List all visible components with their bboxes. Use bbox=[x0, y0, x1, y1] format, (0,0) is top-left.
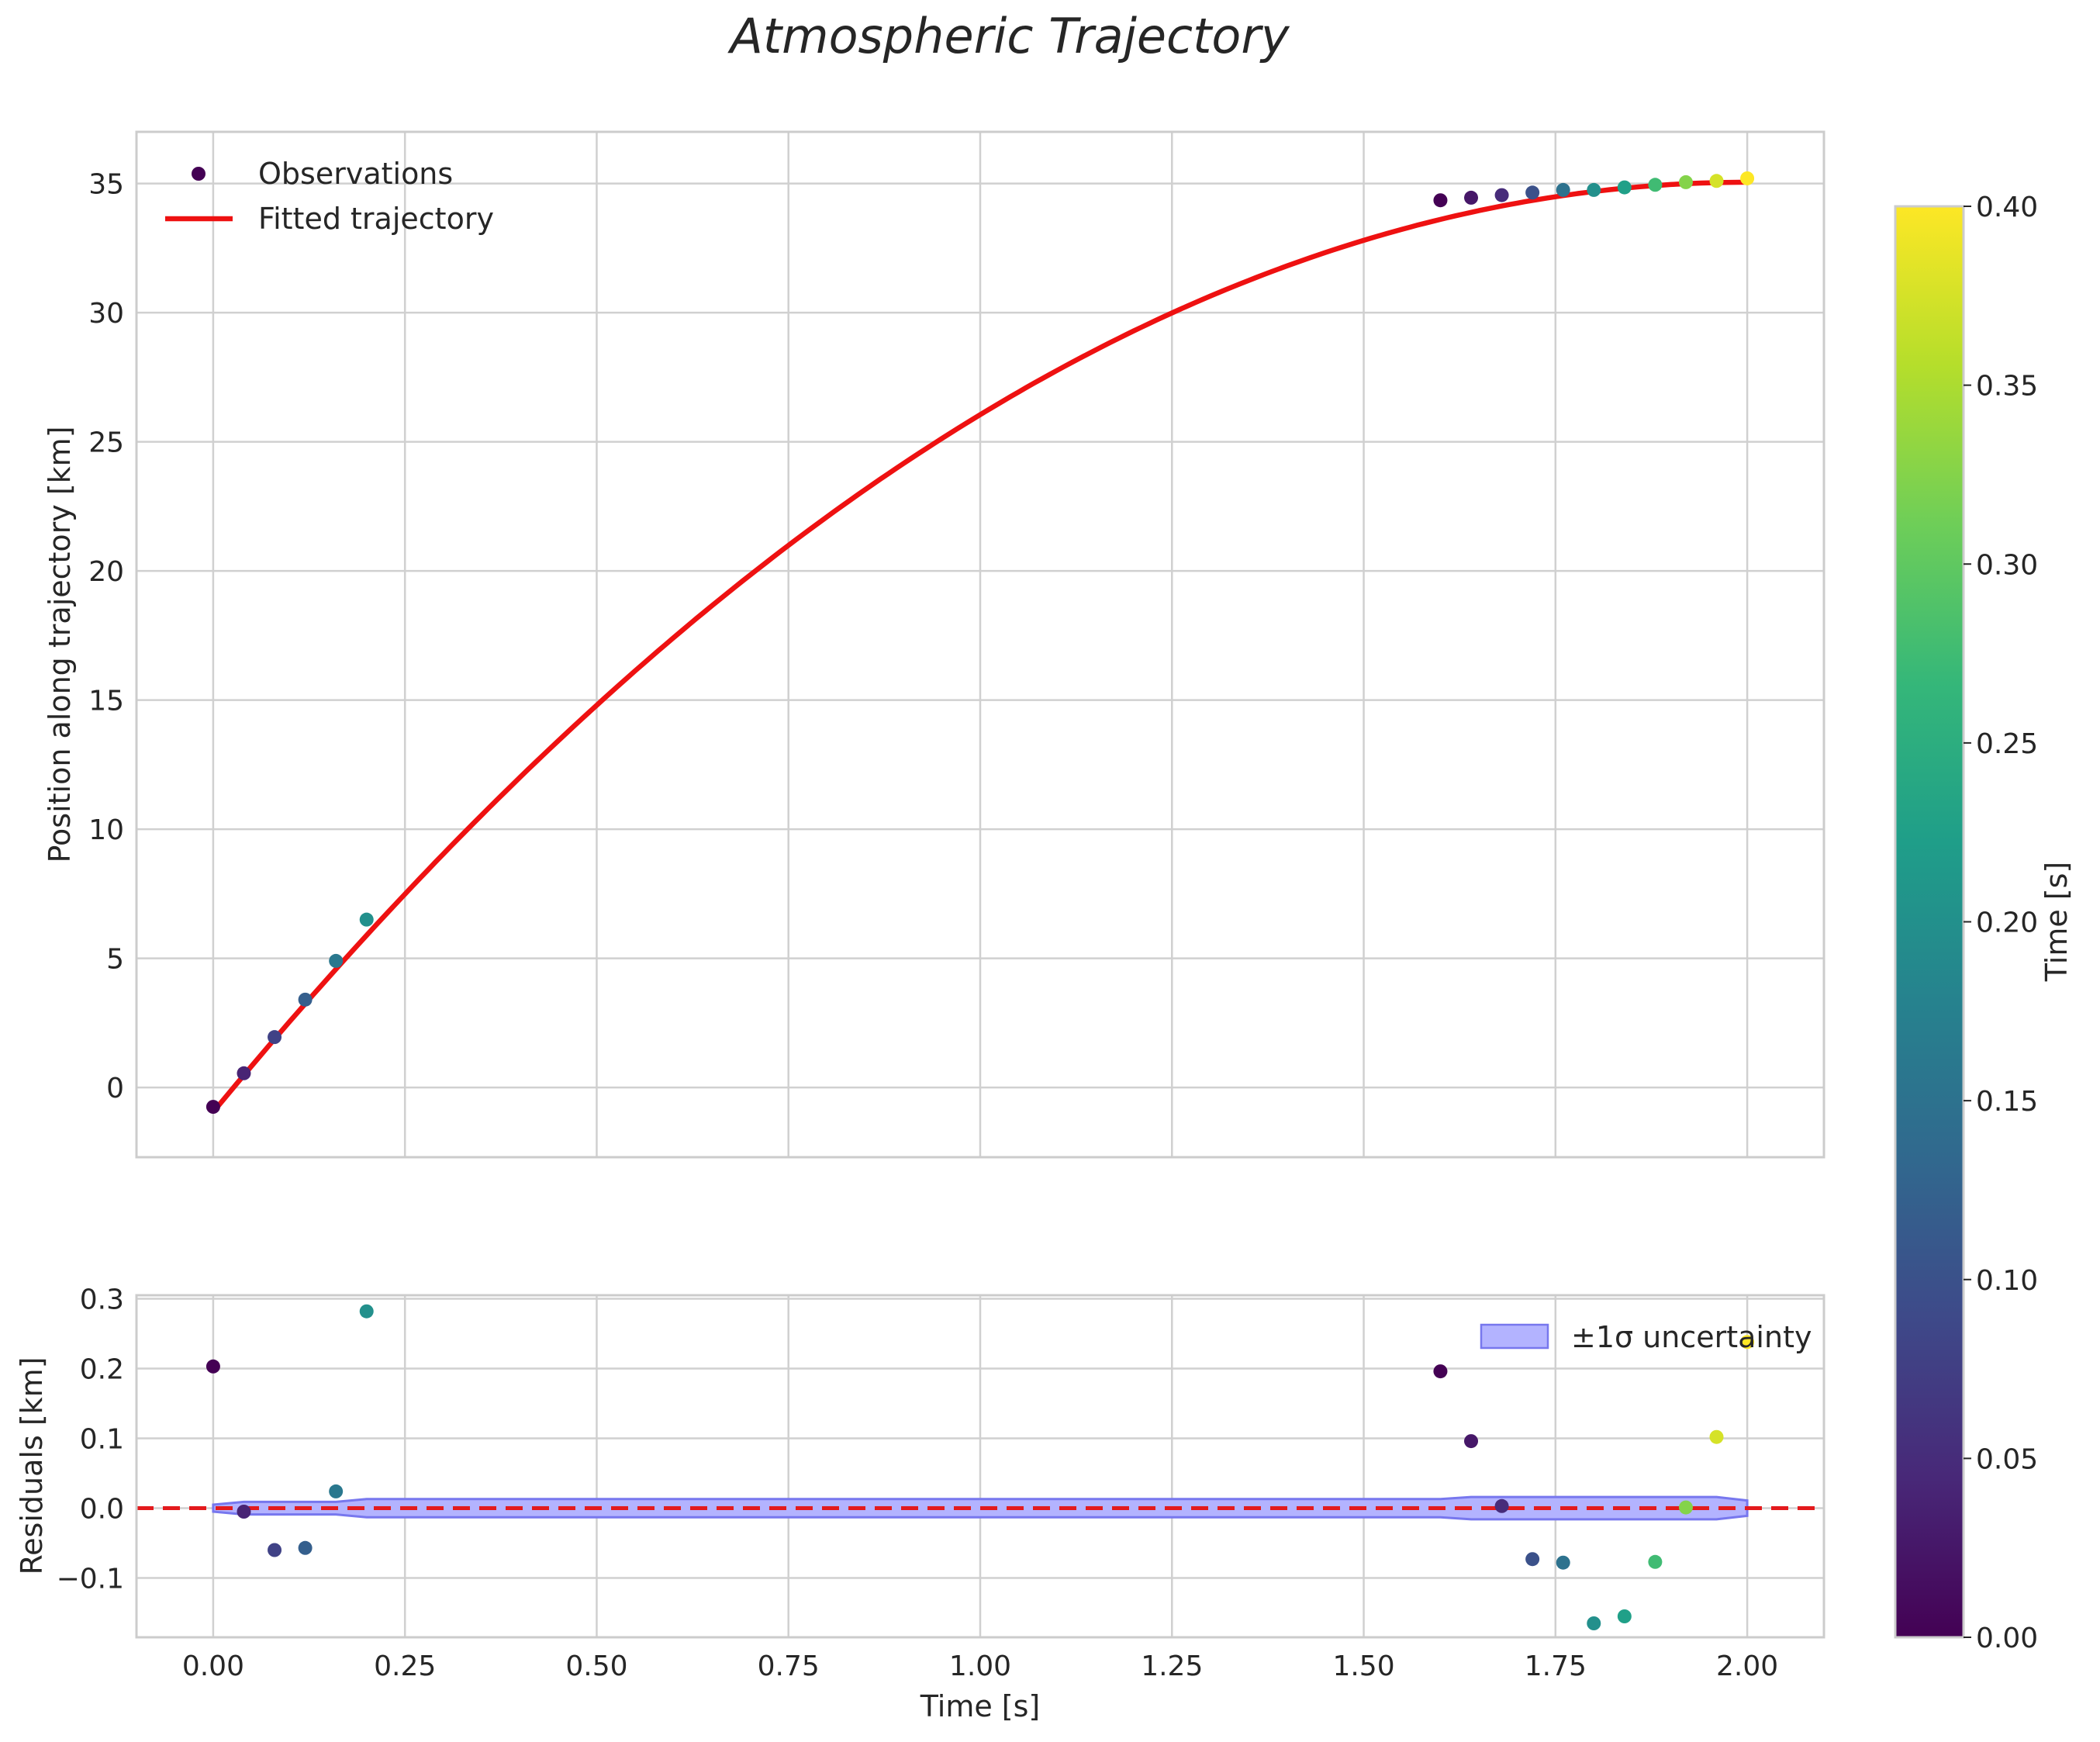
residuals-legend: ±1σ uncertainty bbox=[1480, 1320, 1812, 1354]
observation-point bbox=[1525, 185, 1540, 200]
residual-point bbox=[1587, 1616, 1601, 1630]
position-y-tick-label: 30 bbox=[88, 298, 124, 330]
position-grid bbox=[136, 132, 1824, 1157]
observation-point bbox=[1556, 182, 1570, 197]
colorbar-tick-label: 0.10 bbox=[1976, 1265, 2038, 1297]
x-tick-label: 1.25 bbox=[1141, 1650, 1203, 1682]
colorbar-tick-label: 0.15 bbox=[1976, 1086, 2038, 1118]
residual-point bbox=[1433, 1364, 1448, 1379]
observation-point bbox=[1494, 188, 1509, 202]
x-tick-label: 0.25 bbox=[374, 1650, 436, 1682]
residuals-y-axis-label: Residuals [km] bbox=[15, 1357, 49, 1574]
residuals-y-ticks: −0.1 0.0 0.1 0.2 0.3 bbox=[57, 1284, 124, 1595]
position-plot-area bbox=[206, 171, 1755, 1115]
position-panel: 0 5 10 15 20 25 30 35 Position along trajectory… bbox=[43, 130, 1825, 1159]
residuals-plot-area bbox=[136, 1304, 1824, 1630]
residuals-y-tick-label: −0.1 bbox=[57, 1564, 124, 1595]
x-tick-label: 0.75 bbox=[758, 1650, 820, 1682]
colorbar-tick-label: 0.25 bbox=[1976, 728, 2038, 760]
observation-point bbox=[1617, 180, 1632, 195]
observation-point bbox=[268, 1030, 282, 1045]
observation-point bbox=[298, 992, 313, 1007]
position-y-axis-label: Position along trajectory [km] bbox=[43, 426, 77, 862]
position-y-tick-label: 0 bbox=[106, 1073, 124, 1104]
chart-title: Atmospheric Trajectory bbox=[727, 8, 1290, 64]
residual-point bbox=[1648, 1554, 1663, 1569]
colorbar-tick-label: 0.40 bbox=[1976, 192, 2038, 223]
position-y-tick-label: 10 bbox=[88, 814, 124, 846]
colorbar: 0.00 0.05 0.10 0.15 0.20 0.25 0.30 0.35 0.40 Tim… bbox=[1894, 192, 2074, 1654]
residual-point bbox=[1709, 1429, 1724, 1444]
residuals-y-tick-label: 0.3 bbox=[80, 1284, 124, 1316]
residual-point bbox=[1740, 1335, 1755, 1350]
legend-observations-label: Observations bbox=[258, 157, 453, 191]
residual-point bbox=[298, 1540, 313, 1555]
observation-point bbox=[1740, 171, 1755, 185]
position-y-tick-label: 25 bbox=[88, 427, 124, 459]
x-tick-label: 1.50 bbox=[1332, 1650, 1394, 1682]
legend-fit-label: Fitted trajectory bbox=[258, 202, 494, 236]
observation-point bbox=[1648, 178, 1663, 192]
colorbar-tick-label: 0.05 bbox=[1976, 1443, 2038, 1475]
residuals-y-tick-label: 0.2 bbox=[80, 1354, 124, 1386]
position-legend: Observations Fitted trajectory bbox=[165, 157, 494, 236]
residual-point bbox=[359, 1304, 374, 1319]
legend-band-label: ±1σ uncertainty bbox=[1571, 1320, 1812, 1354]
residual-point bbox=[1494, 1498, 1509, 1513]
legend-band-swatch bbox=[1480, 1323, 1549, 1350]
residual-point bbox=[329, 1484, 344, 1498]
x-axis-label: Time [s] bbox=[920, 1689, 1041, 1723]
x-tick-label: 1.75 bbox=[1525, 1650, 1587, 1682]
residual-point bbox=[237, 1505, 251, 1519]
x-ticks: 0.00 0.25 0.50 0.75 1.00 1.25 1.50 1.75 2.00 bbox=[182, 1650, 1778, 1682]
position-plot-frame bbox=[135, 130, 1825, 1159]
colorbar-tick-label: 0.20 bbox=[1976, 907, 2038, 939]
residual-point bbox=[1678, 1500, 1693, 1515]
colorbar-tick-label: 0.35 bbox=[1976, 371, 2038, 403]
observation-point bbox=[237, 1066, 251, 1080]
residuals-panel: −0.1 0.0 0.1 0.2 0.3 0.00 0.25 0.50 0.75 1.00 1.2… bbox=[15, 1284, 1825, 1723]
residual-point bbox=[1617, 1609, 1632, 1623]
residuals-y-tick-label: 0.1 bbox=[80, 1424, 124, 1456]
residual-point bbox=[1464, 1434, 1479, 1449]
observation-point bbox=[1709, 174, 1724, 188]
observation-point bbox=[1678, 175, 1693, 189]
residual-points bbox=[206, 1304, 1755, 1630]
position-y-tick-label: 20 bbox=[88, 556, 124, 588]
position-y-tick-label: 15 bbox=[88, 686, 124, 717]
colorbar-gradient bbox=[1894, 205, 1965, 1639]
colorbar-tick-label: 0.00 bbox=[1976, 1623, 2038, 1654]
position-y-tick-label: 5 bbox=[106, 944, 124, 976]
residual-point bbox=[206, 1359, 220, 1374]
residuals-y-tick-label: 0.0 bbox=[80, 1494, 124, 1526]
position-y-tick-label: 35 bbox=[88, 169, 124, 201]
legend-observations-marker bbox=[192, 167, 206, 181]
observation-point bbox=[359, 912, 374, 927]
x-tick-label: 2.00 bbox=[1716, 1650, 1778, 1682]
observation-points bbox=[206, 171, 1755, 1115]
fitted-trajectory-line bbox=[211, 179, 1748, 1114]
residuals-plot-frame bbox=[135, 1294, 1825, 1639]
observation-point bbox=[1587, 182, 1601, 197]
colorbar-label: Time [s] bbox=[2040, 862, 2074, 983]
residual-point bbox=[268, 1543, 282, 1557]
x-tick-label: 1.00 bbox=[949, 1650, 1011, 1682]
residual-point bbox=[1556, 1555, 1570, 1570]
colorbar-tick-label: 0.30 bbox=[1976, 549, 2038, 581]
observation-point bbox=[206, 1100, 220, 1115]
colorbar-ticks: 0.00 0.05 0.10 0.15 0.20 0.25 0.30 0.35 0.40 bbox=[1964, 192, 2038, 1654]
observation-point bbox=[1464, 190, 1479, 205]
observation-point bbox=[329, 953, 344, 968]
x-tick-label: 0.00 bbox=[182, 1650, 244, 1682]
residual-point bbox=[1525, 1552, 1540, 1567]
observation-point bbox=[1433, 193, 1448, 208]
x-tick-label: 0.50 bbox=[565, 1650, 627, 1682]
position-y-ticks: 0 5 10 15 20 25 30 35 bbox=[88, 169, 124, 1104]
